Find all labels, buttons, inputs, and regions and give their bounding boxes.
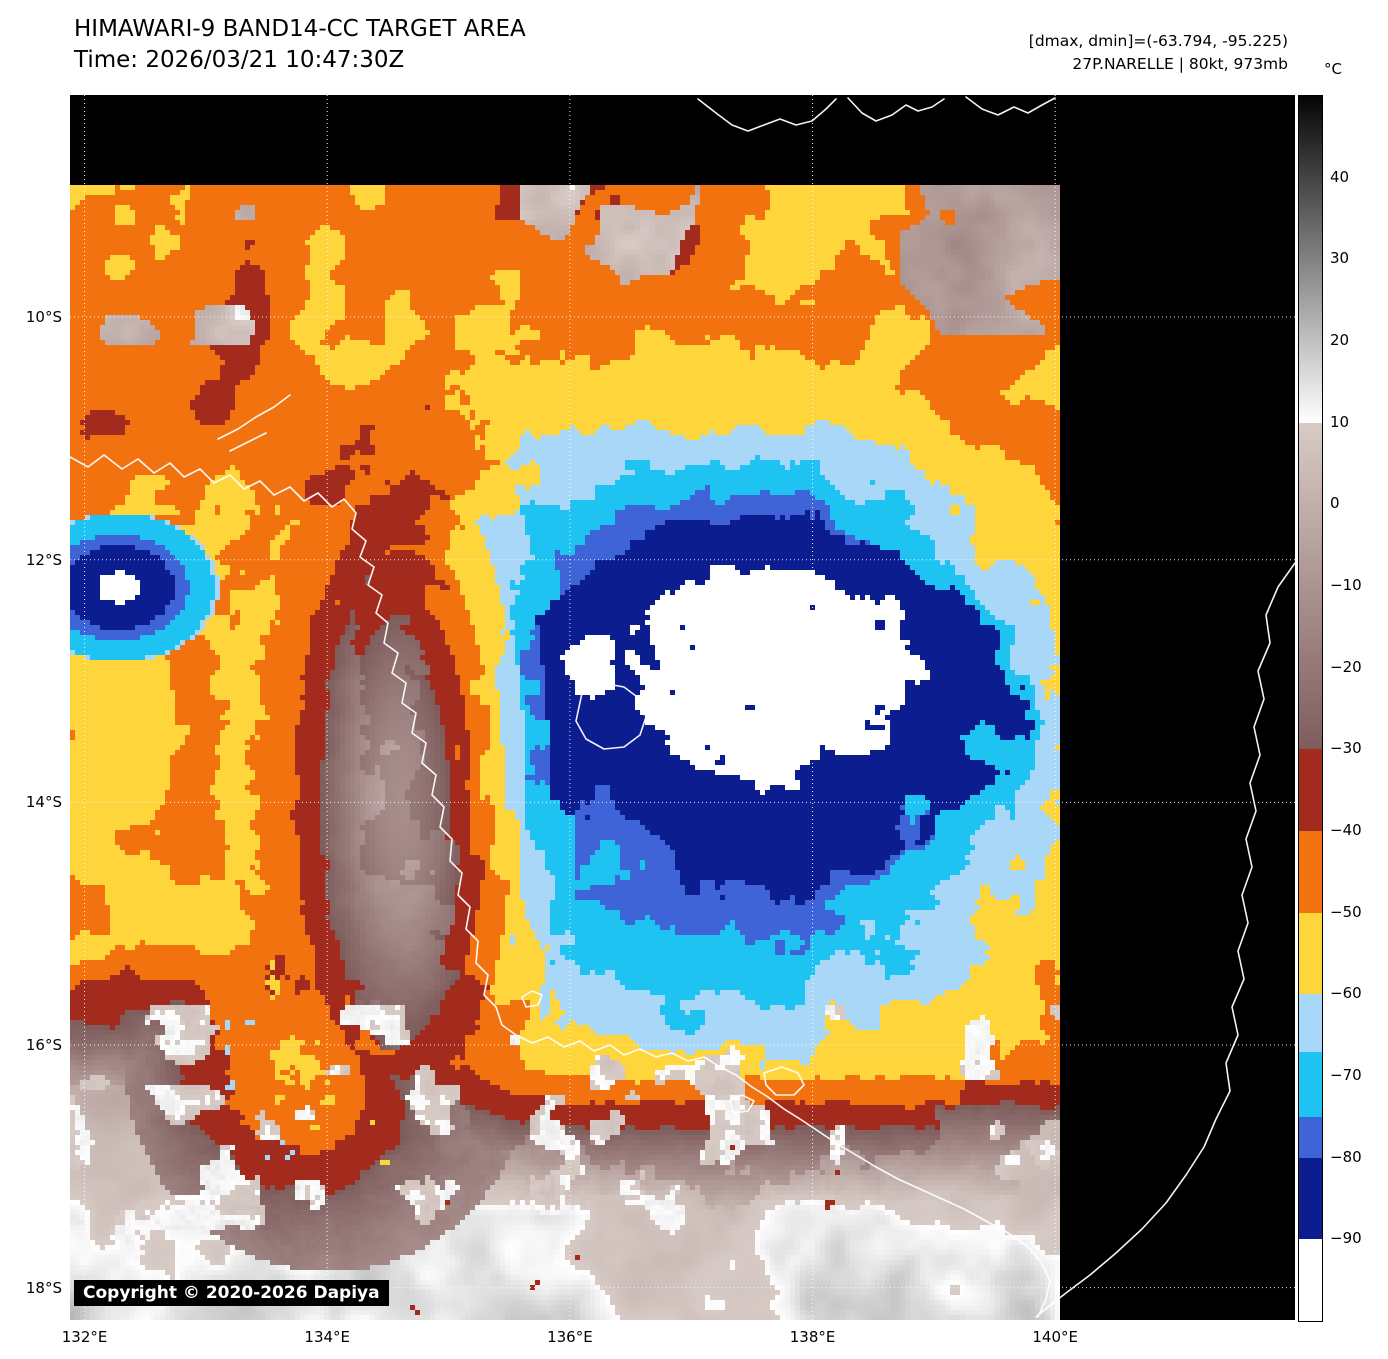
colorbar-segment: [1299, 1157, 1322, 1240]
coastline-png-3: [965, 96, 1056, 116]
lon-tick-label: 138°E: [789, 1328, 836, 1346]
lon-tick-label: 132°E: [61, 1328, 108, 1346]
colorbar-tick-label: −60: [1330, 984, 1362, 1003]
colorbar-segment: [1299, 422, 1322, 750]
colorbar-tick-label: −50: [1330, 902, 1362, 921]
colorbar-tick-label: −80: [1330, 1147, 1362, 1166]
colorbar-segment: [1299, 749, 1322, 832]
coastline-groote-eylandt: [575, 682, 647, 750]
header-left: HIMAWARI-9 BAND14-CC TARGET AREA Time: 2…: [74, 14, 526, 76]
colorbar-bar: [1298, 95, 1323, 1322]
colorbar-segment: [1299, 994, 1322, 1052]
lon-tick-label: 136°E: [547, 1328, 593, 1346]
coastlines: [70, 96, 1295, 1318]
colorbar-tick-label: 0: [1330, 494, 1340, 513]
coastline-mornington-island: [763, 1066, 805, 1096]
colorbar-tick-label: 20: [1330, 331, 1350, 349]
gridlines: [70, 95, 1295, 1320]
coastline-cape-york: [1035, 562, 1295, 1318]
satellite-image-canvas: [70, 185, 1060, 1320]
colorbar-tick-label: 30: [1330, 249, 1350, 268]
colorbar-tick-label: 10: [1330, 412, 1350, 431]
colorbar-segment: [1299, 96, 1322, 424]
dmax-dmin-label: [dmax, dmin]=(-63.794, -95.225): [1028, 32, 1288, 50]
header-right: [dmax, dmin]=(-63.794, -95.225) 27P.NARE…: [1029, 30, 1288, 76]
coastline-wessel-islands: [217, 394, 291, 440]
lat-tick-label: 18°S: [25, 1278, 62, 1297]
colorbar-tick-label: −70: [1330, 1066, 1362, 1084]
lon-tick-label: 134°E: [304, 1328, 351, 1346]
colorbar-tick-label: −90: [1330, 1229, 1362, 1248]
coastline-gulf: [70, 454, 1051, 1318]
coastline-png-1: [697, 98, 837, 132]
lat-tick-label: 10°S: [25, 308, 62, 327]
colorbar-segment: [1299, 1239, 1322, 1322]
map-plot-area: Copyright © 2020-2026 Dapiya: [70, 95, 1295, 1320]
lat-tick-label: 14°S: [25, 793, 62, 812]
colorbar-unit-label: °C: [1324, 60, 1342, 78]
copyright-badge: Copyright © 2020-2026 Dapiya: [74, 1280, 389, 1306]
colorbar-tick-label: −30: [1330, 739, 1362, 758]
colorbar-segment: [1299, 1051, 1322, 1118]
colorbar-tick-label: −40: [1330, 821, 1362, 839]
colorbar-tick-label: 40: [1330, 167, 1350, 186]
colorbar-tick-label: −10: [1330, 576, 1362, 594]
storm-info-label: 27P.NARELLE | 80kt, 973mb: [1072, 55, 1288, 73]
colorbar-tick-label: −20: [1330, 657, 1362, 676]
lat-tick-label: 16°S: [25, 1036, 62, 1054]
coastline-png-2: [847, 97, 945, 122]
colorbar-segment: [1299, 912, 1322, 995]
lon-tick-label: 140°E: [1032, 1328, 1078, 1346]
colorbar-segment: [1299, 831, 1322, 914]
coastline-bentinck-island: [729, 1094, 755, 1114]
coastline-pellew-islands: [521, 990, 543, 1008]
map-overlay: [70, 95, 1295, 1320]
page-title: HIMAWARI-9 BAND14-CC TARGET AREA: [74, 16, 526, 42]
lat-tick-label: 12°S: [25, 550, 62, 569]
timestamp: Time: 2026/03/21 10:47:30Z: [74, 47, 405, 73]
colorbar-segment: [1299, 1116, 1322, 1159]
coastline-wessel-islands-2: [229, 432, 267, 452]
